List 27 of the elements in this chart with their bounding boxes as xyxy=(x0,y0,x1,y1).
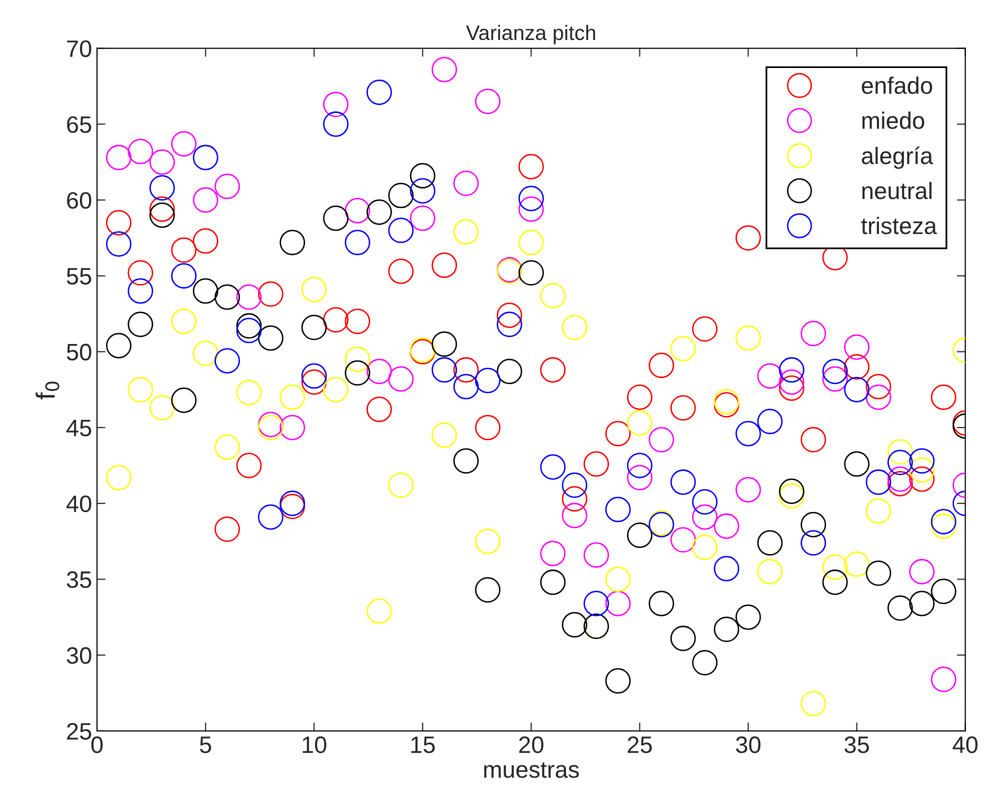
y-tick-label: 45 xyxy=(66,420,92,436)
x-tick-label: 5 xyxy=(200,736,212,754)
y-tick-label: 55 xyxy=(66,268,92,285)
y-tick-label: 35 xyxy=(66,571,92,588)
y-tick-label: 60 xyxy=(67,192,92,209)
legend-label: neutral xyxy=(862,182,932,200)
x-tick-label: 15 xyxy=(411,736,435,754)
y-tick-label: 65 xyxy=(67,116,92,133)
legend-label: alegría xyxy=(862,146,934,169)
y-tick-label: 40 xyxy=(66,495,92,512)
x-axis-title: muestras xyxy=(484,762,579,778)
chart-title: Varianza pitch xyxy=(466,24,596,44)
x-tick-label: 30 xyxy=(736,736,760,754)
legend-label: enfado xyxy=(862,76,932,94)
x-tick-label: 35 xyxy=(844,736,869,754)
x-tick-label: 10 xyxy=(302,736,326,754)
x-tick-label: 25 xyxy=(628,736,652,754)
x-tick-label: 40 xyxy=(952,736,978,754)
y-tick-label: 50 xyxy=(66,344,92,360)
x-tick-label: 0 xyxy=(91,736,103,754)
y-tick-label: 25 xyxy=(67,723,92,740)
y-axis-title: f$_{0}$ xyxy=(36,382,60,400)
legend-label: miedo xyxy=(862,112,924,129)
y-tick-label: 70 xyxy=(67,40,92,58)
y-tick-label: 30 xyxy=(66,647,92,664)
legend-label: tristeza xyxy=(861,216,937,234)
x-tick-label: 20 xyxy=(519,736,544,754)
